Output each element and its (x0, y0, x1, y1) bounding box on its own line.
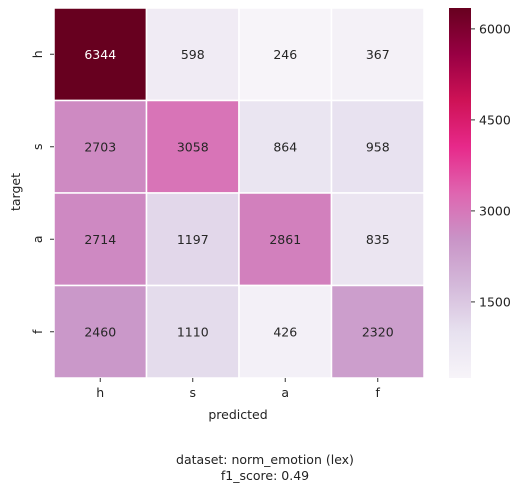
colorbar-tick-label: 3000 (479, 203, 511, 218)
caption-f1-score: f1_score: 0.49 (0, 468, 521, 483)
x-tick-label: f (376, 385, 381, 400)
x-tick-label: a (281, 385, 289, 400)
cell-value-label: 2714 (84, 232, 116, 247)
x-tick-label: h (96, 385, 104, 400)
cell-value-label: 835 (366, 232, 390, 247)
heatmap-cells (54, 8, 424, 378)
y-axis-ticks: h s a f (30, 50, 54, 334)
colorbar-tick-label: 1500 (479, 294, 511, 309)
colorbar-tick-label: 6000 (479, 21, 511, 36)
cell-value-label: 958 (366, 139, 390, 154)
y-tick-label: s (30, 143, 45, 150)
y-tick-label: h (30, 50, 45, 58)
cell-value-label: 2703 (84, 139, 116, 154)
cell-value-label: 2460 (84, 324, 116, 339)
y-axis-label: target (8, 173, 23, 211)
colorbar-tick-label: 4500 (479, 112, 511, 127)
cell-value-label: 2861 (269, 232, 301, 247)
y-tick-label: a (30, 235, 45, 243)
cell-value-label: 426 (273, 324, 297, 339)
cell-value-label: 598 (181, 47, 205, 62)
cell-value-label: 1110 (177, 324, 209, 339)
cell-value-label: 864 (273, 139, 297, 154)
cell-value-label: 1197 (177, 232, 209, 247)
cell-value-label: 6344 (84, 47, 116, 62)
cell-value-label: 367 (366, 47, 390, 62)
cell-value-label: 2320 (362, 324, 394, 339)
caption-dataset: dataset: norm_emotion (lex) (0, 452, 521, 467)
cell-value-label: 246 (273, 47, 297, 62)
x-axis-label: predicted (208, 407, 267, 422)
colorbar-ticks: 1500 3000 4500 6000 (471, 21, 511, 309)
colorbar (449, 8, 471, 378)
y-tick-label: f (30, 329, 45, 334)
cell-value-label: 3058 (177, 139, 209, 154)
x-tick-label: s (189, 385, 196, 400)
